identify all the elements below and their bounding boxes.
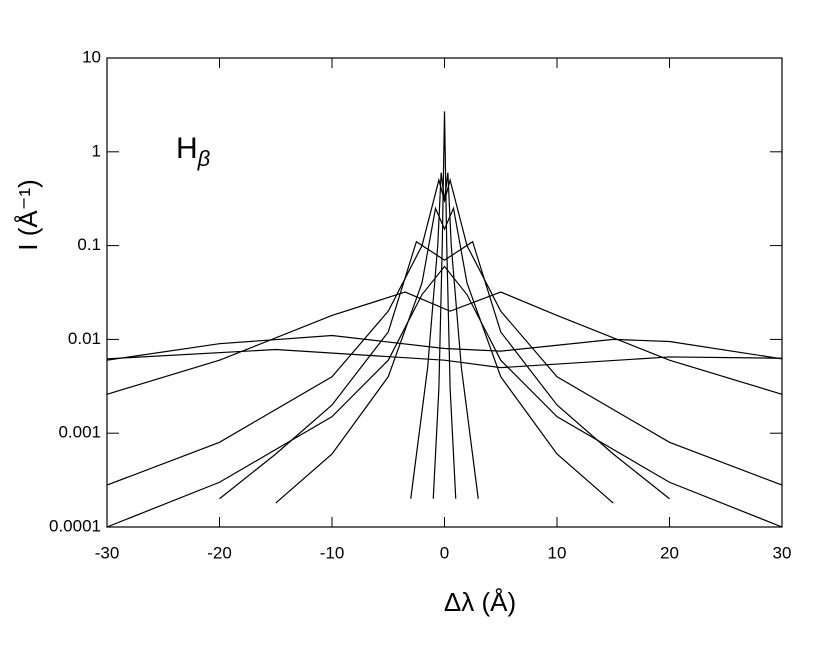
y-axis-label: I (Å⁻¹) bbox=[13, 179, 43, 251]
x-tick-label: 20 bbox=[660, 543, 679, 562]
annotation-subscript: β bbox=[197, 146, 211, 171]
y-tick-label: 0.1 bbox=[77, 235, 101, 254]
line-series bbox=[432, 111, 457, 499]
annotation: Hβ bbox=[176, 132, 211, 171]
y-tick-label: 1 bbox=[92, 141, 101, 160]
annotation-text: H bbox=[176, 132, 198, 165]
x-tick-label: -20 bbox=[207, 543, 232, 562]
y-tick-label: 0.01 bbox=[68, 329, 101, 348]
x-tick-label: -30 bbox=[95, 543, 120, 562]
line-series bbox=[106, 291, 783, 395]
line-series bbox=[106, 265, 783, 528]
x-tick-label: 30 bbox=[773, 543, 792, 562]
x-tick-label: -10 bbox=[320, 543, 345, 562]
line-series bbox=[219, 240, 670, 500]
line-series bbox=[106, 348, 783, 369]
y-tick-label: 0.001 bbox=[58, 423, 101, 442]
line-series bbox=[410, 172, 479, 499]
x-axis-label: Δλ (Å) bbox=[444, 587, 516, 617]
line-series bbox=[106, 334, 783, 361]
y-tick-label: 0.0001 bbox=[49, 516, 101, 535]
line-series bbox=[275, 206, 614, 504]
line-series bbox=[106, 177, 783, 486]
x-tick-label: 10 bbox=[548, 543, 567, 562]
y-tick-label: 10 bbox=[82, 47, 101, 66]
x-tick-label: 0 bbox=[440, 543, 449, 562]
